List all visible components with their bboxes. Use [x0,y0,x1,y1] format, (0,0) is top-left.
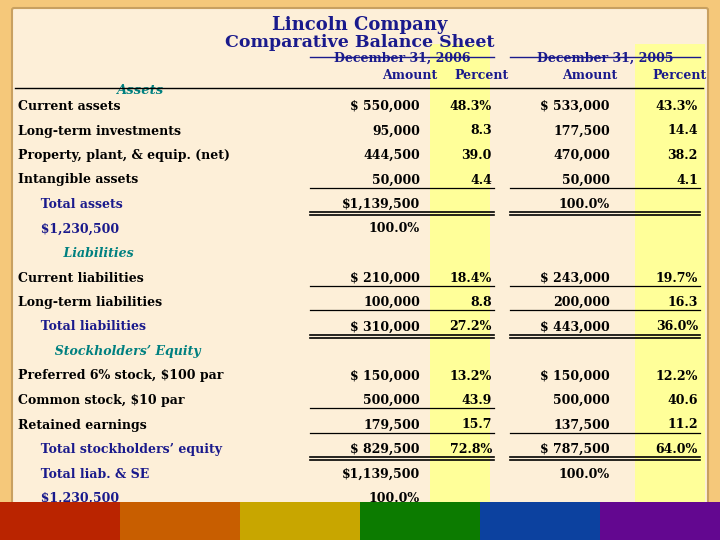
Bar [706,12,720,502]
Text: 100,000: 100,000 [363,296,420,309]
Text: 8.8: 8.8 [470,296,492,309]
Text: $ 210,000: $ 210,000 [350,272,420,285]
Text: 50,000: 50,000 [562,173,610,186]
Text: $ 787,500: $ 787,500 [541,443,610,456]
Text: 64.0%: 64.0% [656,443,698,456]
Text: 100.0%: 100.0% [559,468,610,481]
Text: $1,139,500: $1,139,500 [342,468,420,481]
Text: 179,500: 179,500 [364,418,420,431]
Text: Preferred 6% stock, $100 par: Preferred 6% stock, $100 par [18,369,223,382]
Text: 14.4: 14.4 [667,125,698,138]
Bar [360,502,481,540]
Text: 500,000: 500,000 [553,394,610,407]
Text: 137,500: 137,500 [554,418,610,431]
Text: 40.6: 40.6 [667,394,698,407]
Text: 95,000: 95,000 [372,125,420,138]
Text: Current assets: Current assets [18,100,120,113]
Text: $ 150,000: $ 150,000 [350,369,420,382]
Text: $ 829,500: $ 829,500 [351,443,420,456]
Text: 500,000: 500,000 [364,394,420,407]
Text: Total assets: Total assets [32,198,122,211]
Text: 100.0%: 100.0% [559,198,610,211]
Text: Stockholders’ Equity: Stockholders’ Equity [46,345,201,358]
Text: 27.2%: 27.2% [449,321,492,334]
FancyBboxPatch shape [12,8,708,504]
Text: 12.2%: 12.2% [656,369,698,382]
Text: 36.0%: 36.0% [656,321,698,334]
Text: Comparative Balance Sheet: Comparative Balance Sheet [225,34,495,51]
Text: 470,000: 470,000 [553,149,610,162]
Text: Amount: Amount [382,69,438,82]
Text: 72.8%: 72.8% [450,443,492,456]
Text: Percent: Percent [653,69,707,82]
Text: Lincoln Company: Lincoln Company [272,16,448,34]
Text: December 31, 2006: December 31, 2006 [334,52,470,65]
Text: Total stockholders’ equity: Total stockholders’ equity [32,443,222,456]
Bar [120,502,241,540]
Text: December 31, 2005: December 31, 2005 [536,52,673,65]
Bar [0,502,720,540]
Text: 19.7%: 19.7% [656,272,698,285]
Bar [480,502,601,540]
Text: 4.4: 4.4 [470,173,492,186]
Text: 38.2: 38.2 [667,149,698,162]
Bar [430,44,490,502]
Text: Total liabilities: Total liabilities [32,321,146,334]
Text: 8.3: 8.3 [470,125,492,138]
Text: $ 150,000: $ 150,000 [540,369,610,382]
Text: $ 533,000: $ 533,000 [541,100,610,113]
Text: Common stock, $10 par: Common stock, $10 par [18,394,184,407]
Text: Assets: Assets [117,84,163,97]
Text: 48.3%: 48.3% [450,100,492,113]
Text: 200,000: 200,000 [553,296,610,309]
Text: Long-term liabilities: Long-term liabilities [18,296,162,309]
Text: Intangible assets: Intangible assets [18,173,138,186]
Text: 444,500: 444,500 [364,149,420,162]
Text: Long-term investments: Long-term investments [18,125,181,138]
Text: Current liabilities: Current liabilities [18,272,144,285]
Text: $ 550,000: $ 550,000 [351,100,420,113]
Text: 16.3: 16.3 [667,296,698,309]
Text: 50,000: 50,000 [372,173,420,186]
Text: Total liab. & SE: Total liab. & SE [32,468,149,481]
Text: 13.2%: 13.2% [450,369,492,382]
Text: 43.3%: 43.3% [656,100,698,113]
Text: Property, plant, & equip. (net): Property, plant, & equip. (net) [18,149,230,162]
Text: 177,500: 177,500 [553,125,610,138]
Bar [240,502,361,540]
Bar [635,44,705,502]
Text: $1,230,500: $1,230,500 [32,222,119,235]
Bar [0,502,121,540]
Text: 100.0%: 100.0% [369,222,420,235]
Text: $1,230,500: $1,230,500 [32,492,119,505]
Text: Retained earnings: Retained earnings [18,418,147,431]
Bar [600,502,720,540]
Text: $ 243,000: $ 243,000 [540,272,610,285]
Text: Amount: Amount [562,69,618,82]
Text: 4.1: 4.1 [676,173,698,186]
Text: 39.0: 39.0 [462,149,492,162]
Text: $ 443,000: $ 443,000 [540,321,610,334]
Text: 15.7: 15.7 [462,418,492,431]
Text: Liabilities: Liabilities [46,247,134,260]
Text: $1,139,500: $1,139,500 [342,198,420,211]
Text: 43.9: 43.9 [462,394,492,407]
Text: Percent: Percent [455,69,509,82]
Text: 100.0%: 100.0% [369,492,420,505]
Bar [0,12,14,502]
Text: $ 310,000: $ 310,000 [350,321,420,334]
Text: 11.2: 11.2 [667,418,698,431]
Text: 18.4%: 18.4% [450,272,492,285]
